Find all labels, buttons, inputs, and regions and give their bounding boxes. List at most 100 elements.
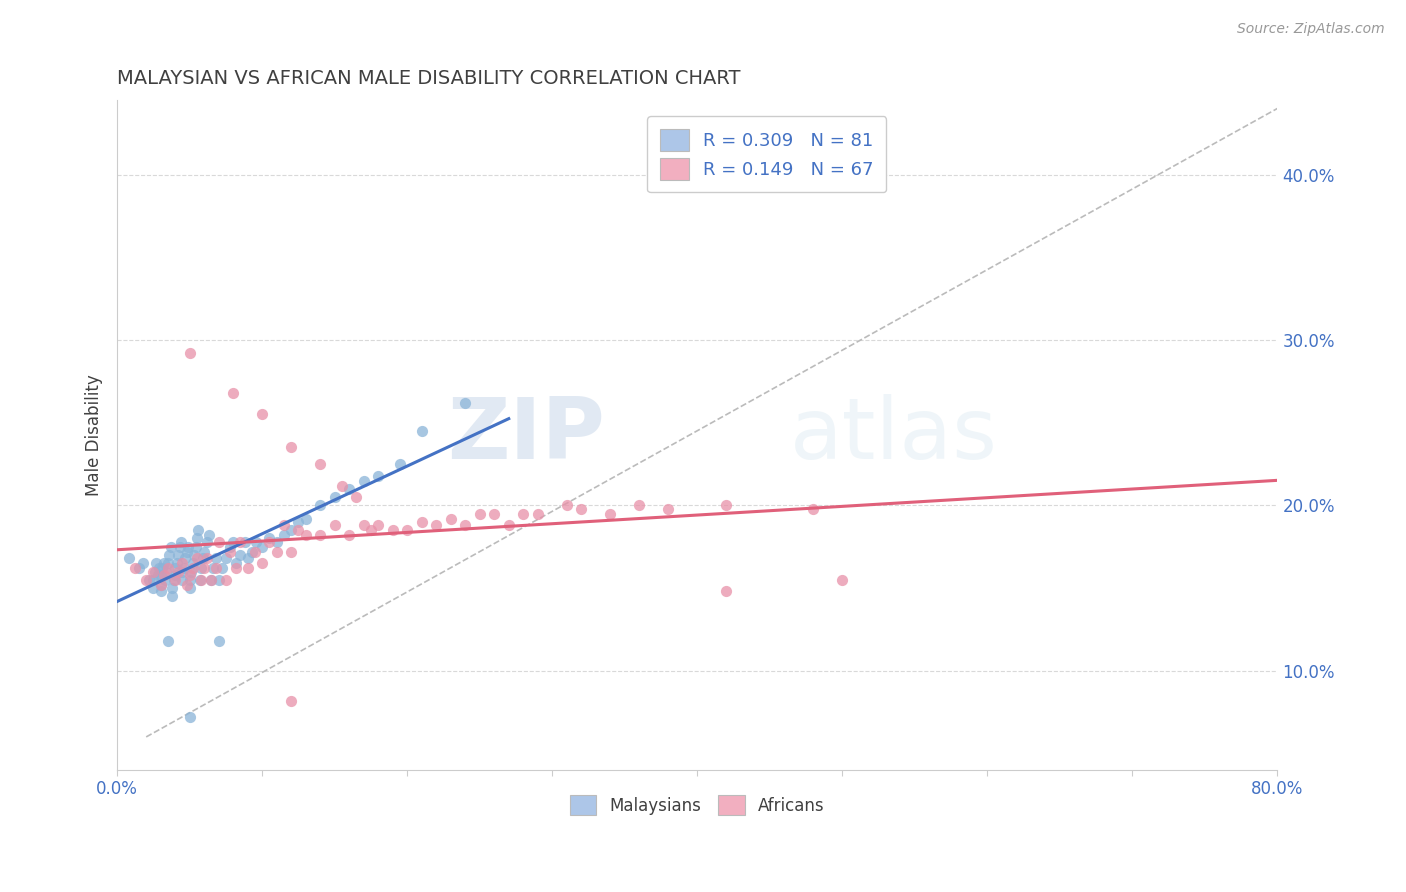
Point (118, 551, 141, 566)
Point (287, 515, 309, 529)
Point (484, 507, 506, 521)
Point (157, 548, 180, 562)
Point (149, 578, 172, 592)
Point (179, 710, 201, 724)
Point (204, 561, 226, 575)
Point (184, 540, 207, 554)
Point (160, 540, 183, 554)
Point (280, 523, 302, 537)
Point (294, 511, 316, 525)
Point (367, 468, 389, 483)
Point (165, 561, 187, 575)
Point (173, 561, 195, 575)
Point (250, 408, 273, 422)
Point (167, 565, 190, 579)
Point (225, 561, 247, 575)
Point (174, 551, 197, 566)
Point (801, 501, 824, 516)
Point (145, 556, 167, 570)
Point (200, 573, 222, 587)
Point (191, 551, 214, 566)
Point (201, 561, 224, 575)
Point (219, 544, 242, 558)
Point (468, 507, 491, 521)
Point (170, 534, 193, 549)
Point (181, 561, 204, 575)
Point (156, 634, 179, 648)
Point (309, 528, 332, 542)
Point (337, 528, 360, 542)
Point (381, 523, 404, 537)
Point (273, 518, 295, 533)
Point (396, 523, 419, 537)
Point (330, 478, 353, 492)
Point (142, 565, 165, 579)
Point (360, 523, 382, 537)
Point (280, 441, 302, 455)
Point (367, 518, 389, 533)
Point (150, 561, 173, 575)
Point (197, 528, 219, 542)
Point (187, 523, 209, 537)
Point (337, 482, 360, 496)
Point (183, 548, 205, 562)
Point (190, 561, 212, 575)
Point (454, 518, 477, 533)
Point (172, 573, 194, 587)
Point (259, 532, 281, 546)
Point (831, 573, 853, 587)
Point (440, 511, 463, 525)
Point (167, 548, 190, 562)
Point (177, 540, 200, 554)
Point (266, 544, 288, 558)
Point (163, 573, 186, 587)
Point (195, 551, 218, 566)
Point (128, 561, 150, 575)
Point (165, 567, 187, 582)
Point (222, 534, 245, 549)
Point (166, 556, 188, 570)
Point (411, 515, 433, 529)
Point (323, 518, 346, 533)
Point (193, 561, 215, 575)
Point (250, 540, 273, 554)
Point (309, 499, 332, 513)
Point (169, 540, 191, 554)
Point (186, 532, 208, 546)
Point (155, 565, 177, 579)
Point (156, 561, 179, 575)
Point (152, 556, 174, 570)
Text: ZIP: ZIP (447, 393, 605, 476)
Point (179, 581, 201, 595)
Point (526, 507, 548, 521)
Point (179, 573, 201, 587)
Point (323, 490, 346, 504)
Point (181, 556, 204, 570)
Point (176, 578, 198, 592)
Point (208, 573, 231, 587)
Point (353, 474, 375, 488)
Point (454, 396, 477, 410)
Point (149, 567, 172, 582)
Point (222, 385, 245, 400)
Point (273, 528, 295, 542)
Point (172, 556, 194, 570)
Point (186, 551, 208, 566)
Point (657, 501, 679, 516)
Point (243, 544, 266, 558)
Point (153, 573, 176, 587)
Point (162, 581, 184, 595)
Point (204, 551, 226, 566)
Point (599, 507, 621, 521)
Point (146, 567, 169, 582)
Text: atlas: atlas (790, 393, 998, 476)
Point (219, 540, 242, 554)
Point (280, 544, 302, 558)
Point (287, 523, 309, 537)
Text: MALAYSIAN VS AFRICAN MALE DISABILITY CORRELATION CHART: MALAYSIAN VS AFRICAN MALE DISABILITY COR… (117, 69, 741, 87)
Point (628, 499, 651, 513)
Point (411, 424, 433, 438)
Point (190, 573, 212, 587)
Point (259, 534, 281, 549)
Point (135, 573, 157, 587)
